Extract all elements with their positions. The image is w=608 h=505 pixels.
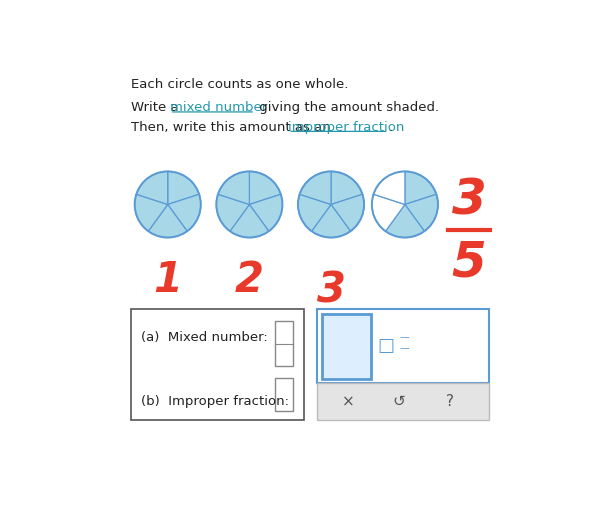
Wedge shape	[300, 171, 331, 205]
Text: 3: 3	[317, 269, 345, 311]
Wedge shape	[249, 194, 283, 231]
Text: giving the amount shaded.: giving the amount shaded.	[255, 102, 440, 115]
Text: —: —	[399, 343, 409, 354]
Wedge shape	[230, 205, 269, 237]
Wedge shape	[331, 194, 364, 231]
Wedge shape	[135, 194, 168, 231]
Bar	[275, 378, 293, 411]
Text: (a)  Mixed number:: (a) Mixed number:	[140, 331, 268, 344]
Text: mixed number: mixed number	[170, 102, 267, 115]
Text: improper fraction: improper fraction	[288, 121, 405, 134]
Wedge shape	[372, 194, 405, 231]
Wedge shape	[136, 171, 168, 205]
Text: Each circle counts as one whole.: Each circle counts as one whole.	[131, 78, 348, 91]
Bar	[317, 383, 488, 420]
Text: □: □	[377, 337, 394, 356]
Wedge shape	[168, 171, 199, 205]
Text: ↺: ↺	[393, 394, 406, 410]
Wedge shape	[168, 194, 201, 231]
Wedge shape	[312, 205, 350, 237]
Wedge shape	[385, 205, 424, 237]
Text: 5: 5	[452, 239, 486, 287]
Text: 2: 2	[235, 259, 264, 301]
Text: ?: ?	[446, 394, 454, 410]
Wedge shape	[405, 194, 438, 231]
Wedge shape	[249, 171, 281, 205]
Wedge shape	[331, 171, 362, 205]
Bar	[317, 310, 488, 383]
Text: Then, write this amount as an: Then, write this amount as an	[131, 121, 335, 134]
Bar	[275, 321, 293, 366]
Wedge shape	[298, 194, 331, 231]
Text: ×: ×	[342, 394, 355, 410]
Wedge shape	[373, 171, 405, 205]
Text: 3: 3	[452, 177, 486, 225]
Bar	[131, 310, 304, 420]
Bar	[322, 314, 371, 379]
Wedge shape	[405, 171, 437, 205]
Wedge shape	[218, 171, 249, 205]
Wedge shape	[148, 205, 187, 237]
Text: .: .	[389, 121, 393, 134]
Text: 1: 1	[153, 259, 182, 301]
Text: —: —	[399, 332, 409, 342]
Wedge shape	[216, 194, 249, 231]
Text: Write a: Write a	[131, 102, 182, 115]
Text: (b)  Improper fraction:: (b) Improper fraction:	[140, 395, 289, 408]
